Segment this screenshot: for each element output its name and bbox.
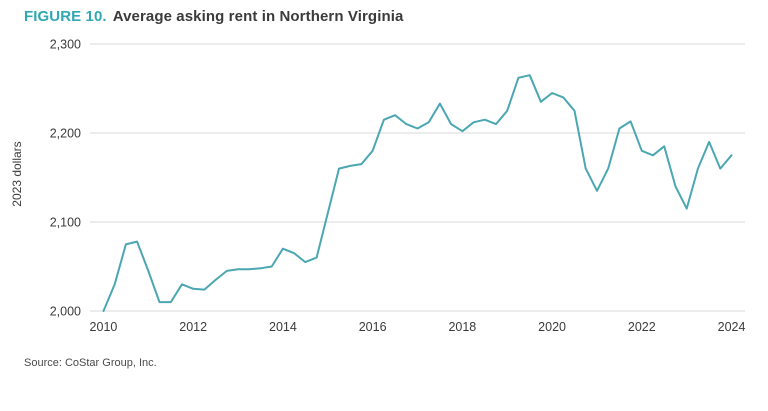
x-tick-label: 2022	[628, 320, 656, 334]
x-tick-label: 2014	[269, 320, 297, 334]
y-tick-label: 2,100	[50, 216, 81, 230]
x-tick-label: 2024	[718, 320, 746, 334]
x-tick-label: 2010	[90, 320, 118, 334]
figure-header: FIGURE 10. Average asking rent in Norther…	[24, 8, 403, 25]
x-tick-label: 2018	[448, 320, 476, 334]
source-note: Source: CoStar Group, Inc.	[24, 357, 157, 369]
x-tick-label: 2012	[179, 320, 207, 334]
figure-title: Average asking rent in Northern Virginia	[112, 8, 404, 25]
x-tick-label: 2016	[359, 320, 387, 334]
y-tick-label: 2,200	[50, 127, 81, 141]
figure-number-label: FIGURE 10.	[24, 8, 107, 25]
y-tick-label: 2,300	[50, 38, 81, 52]
y-tick-label: 2,000	[50, 305, 81, 319]
rent-line-series	[102, 74, 733, 312]
x-tick-label: 2020	[538, 320, 566, 334]
